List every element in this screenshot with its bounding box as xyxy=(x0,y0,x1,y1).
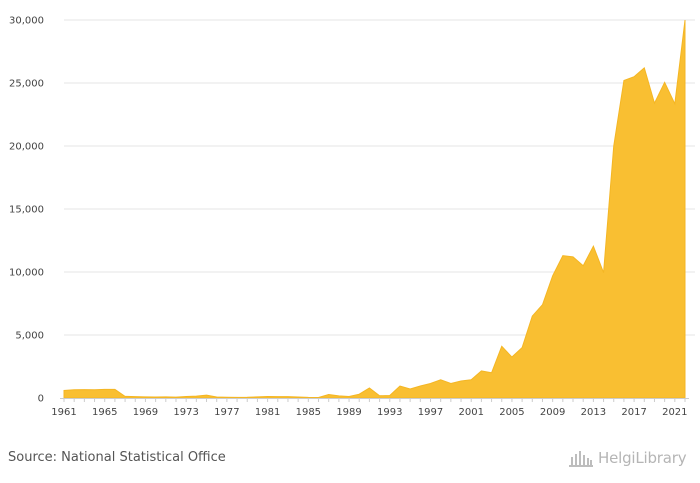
x-axis-ticks: 1961 1965 1969 1973 1977 1981 1985 1989 1993 1997… xyxy=(51,398,688,418)
series-area xyxy=(63,19,686,399)
y-tick-label: 10,000 xyxy=(9,268,44,279)
library-building-icon xyxy=(569,451,593,467)
x-tick-label: 1981 xyxy=(255,407,280,418)
x-tick-label: 1965 xyxy=(92,407,117,418)
x-tick-label: 1973 xyxy=(173,407,198,418)
x-tick-label: 1961 xyxy=(51,407,76,418)
brand-name: HelgiLibrary xyxy=(598,449,687,467)
y-tick-label: 15,000 xyxy=(9,205,44,216)
brand-logo: HelgiLibrary xyxy=(568,447,687,469)
x-tick-label: 1989 xyxy=(336,407,361,418)
y-tick-label: 25,000 xyxy=(9,79,44,90)
y-tick-label: 0 xyxy=(38,394,44,405)
y-axis-ticks: 0 5,000 10,000 15,000 20,000 25,000 30,000 xyxy=(9,16,44,405)
x-tick-label: 1977 xyxy=(214,407,239,418)
y-tick-label: 20,000 xyxy=(9,142,44,153)
x-tick-label: 1997 xyxy=(418,407,443,418)
y-tick-label: 30,000 xyxy=(9,16,44,27)
source-note: Source: National Statistical Office xyxy=(8,450,226,465)
x-tick-label: 1969 xyxy=(133,407,158,418)
x-tick-label: 2005 xyxy=(499,407,524,418)
x-tick-label: 1993 xyxy=(377,407,402,418)
x-tick-label: 1985 xyxy=(296,407,321,418)
x-tick-label: 2009 xyxy=(540,407,565,418)
x-tick-label: 2017 xyxy=(621,407,646,418)
x-tick-label: 2021 xyxy=(662,407,687,418)
x-tick-label: 2001 xyxy=(458,407,483,418)
area-chart: 0 5,000 10,000 15,000 20,000 25,000 30,000 196… xyxy=(9,16,695,418)
y-tick-label: 5,000 xyxy=(15,331,44,342)
x-tick-label: 2013 xyxy=(581,407,606,418)
